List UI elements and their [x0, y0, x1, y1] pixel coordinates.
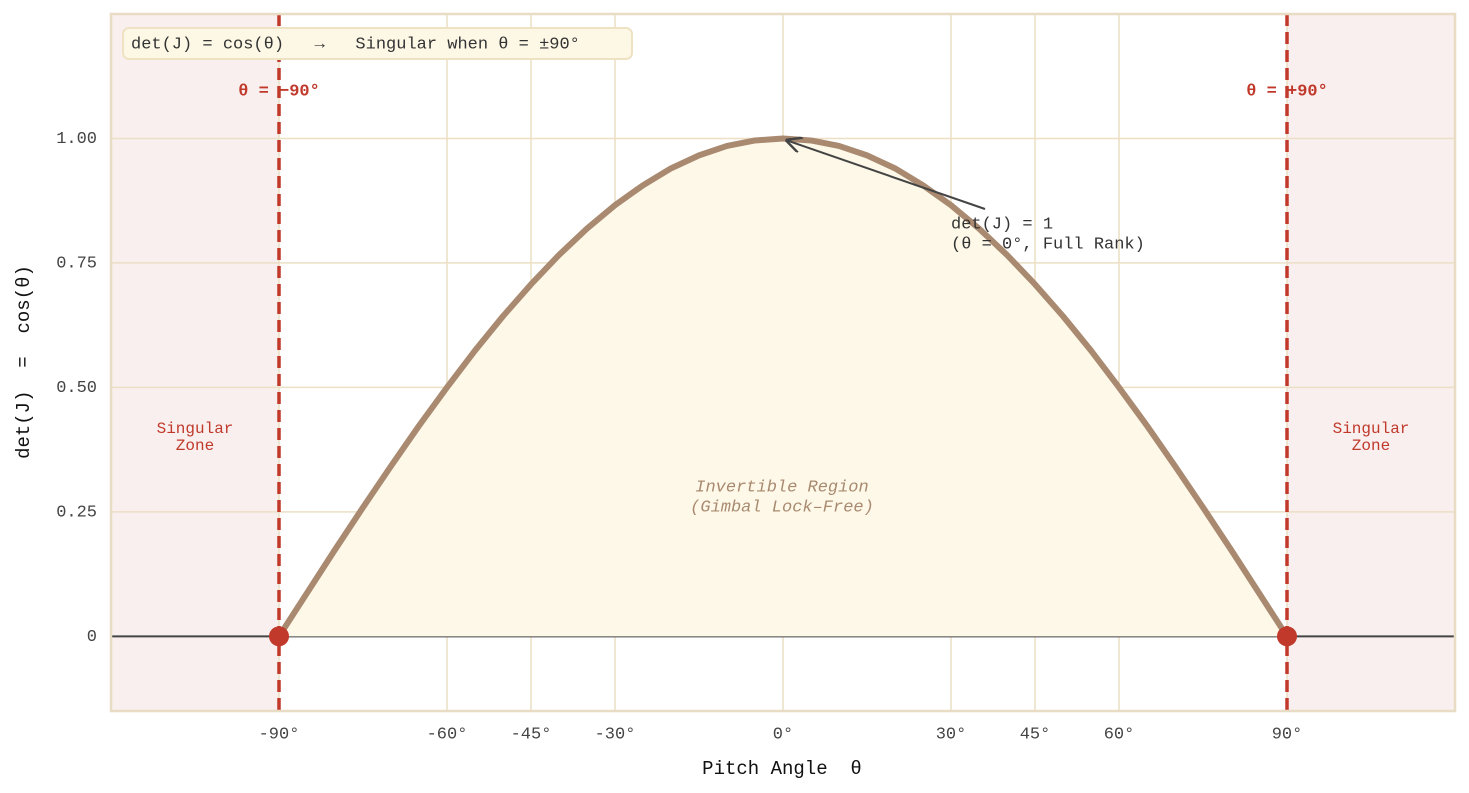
x-tick-label: 90° — [1272, 725, 1303, 744]
y-tick-label: 0.50 — [56, 379, 97, 398]
annotation-text: (θ = 0°, Full Rank) — [951, 235, 1145, 254]
x-tick-label: 0° — [773, 725, 793, 744]
zone-label: Zone — [1352, 437, 1390, 455]
y-tick-label: 1.00 — [56, 130, 97, 149]
zone-label: Singular — [157, 420, 234, 438]
singular-point — [1277, 626, 1297, 647]
x-tick-label: 30° — [936, 725, 967, 744]
x-axis-label: Pitch Angle θ — [702, 758, 862, 780]
formula-text: det(J) = cos(θ) → Singular when θ = ±90° — [131, 35, 580, 54]
plot-frame — [109, 12, 1457, 713]
annotation-arrow — [787, 140, 986, 210]
singular-zone — [111, 14, 279, 711]
singular-zone — [1287, 14, 1455, 711]
formula-box — [122, 27, 633, 60]
y-tick-label: 0.75 — [56, 254, 97, 273]
x-tick-label: -60° — [427, 725, 468, 744]
zone-label: Zone — [176, 437, 214, 455]
singular-point — [269, 626, 289, 647]
y-tick-label: 0.25 — [56, 503, 97, 522]
x-tick-label: 45° — [1020, 725, 1051, 744]
x-tick-label: -30° — [595, 725, 636, 744]
y-tick-label: 0 — [87, 628, 97, 647]
annotation-text: det(J) = 1 — [951, 215, 1053, 234]
x-tick-label: -90° — [259, 725, 300, 744]
region-label: Invertible Region — [695, 478, 868, 497]
region-label: (Gimbal Lock–Free) — [690, 498, 874, 517]
y-axis-label: det(J) = cos(θ) — [13, 265, 35, 459]
zone-label: Singular — [1333, 420, 1410, 438]
x-tick-label: -45° — [511, 725, 552, 744]
singular-label: θ = −90° — [238, 82, 320, 101]
x-tick-label: 60° — [1104, 725, 1135, 744]
singular-label: θ = +90° — [1246, 82, 1328, 101]
